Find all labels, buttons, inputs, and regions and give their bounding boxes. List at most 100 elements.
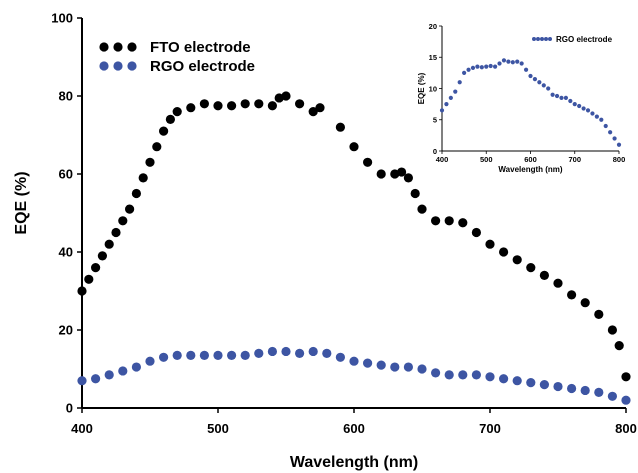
rgo-data-point (471, 370, 481, 380)
rgo-data-point (159, 352, 169, 362)
inset-rgo-data-point (616, 142, 622, 147)
inset-rgo-data-point (475, 64, 480, 69)
main-y-axis-title: EQE (%) (13, 171, 30, 234)
legend-marker (99, 61, 109, 71)
inset-rgo-data-point (572, 102, 577, 107)
rgo-data-point (335, 352, 345, 362)
fto-data-point (186, 103, 196, 113)
fto-data-point (281, 91, 291, 101)
fto-data-point (97, 251, 107, 261)
main-x-tick-label: 700 (479, 421, 501, 436)
inset-rgo-data-point (453, 89, 458, 94)
inset-x-tick-label: 600 (524, 155, 537, 164)
rgo-data-point (512, 376, 522, 386)
main-y-tick-label: 20 (59, 323, 73, 338)
inset-x-axis-title: Wavelength (nm) (498, 165, 562, 174)
fto-data-point (213, 101, 223, 111)
inset-y-tick-label: 20 (429, 22, 437, 31)
inset-rgo-data-point (594, 114, 599, 119)
inset-rgo-data-point (515, 59, 520, 64)
rgo-data-point (607, 391, 618, 401)
fto-data-point (165, 114, 175, 124)
inset-rgo-data-point (554, 93, 560, 99)
rgo-data-point (172, 350, 182, 360)
inset-legend-marker (540, 37, 544, 41)
fto-data-point (567, 290, 577, 300)
inset-rgo-data-point (457, 80, 462, 85)
inset-x-tick-label: 800 (613, 155, 626, 164)
fto-data-point (458, 218, 468, 228)
fto-data-point (138, 173, 148, 183)
fto-data-point (471, 227, 481, 238)
fto-data-point (111, 227, 121, 238)
rgo-data-point (227, 350, 237, 360)
fto-data-point (227, 101, 237, 111)
inset-y-tick-label: 0 (433, 147, 437, 156)
inset-legend-marker (548, 37, 552, 41)
rgo-data-point (539, 380, 550, 390)
rgo-data-point (240, 350, 250, 360)
inset-rgo-data-point (568, 98, 573, 104)
fto-data-point (308, 107, 318, 117)
inset-y-tick-label: 5 (433, 116, 437, 125)
inset-rgo-data-point (523, 67, 529, 72)
inset-rgo-data-point (559, 95, 564, 100)
fto-data-point (145, 157, 155, 167)
fto-data-point (539, 270, 550, 280)
main-x-axis-title: Wavelength (nm) (290, 454, 418, 471)
inset-rgo-data-point (546, 86, 551, 91)
fto-data-point (267, 101, 277, 111)
inset-legend-label: RGO electrode (556, 35, 613, 44)
inset-rgo-data-point (444, 102, 449, 107)
inset-legend-marker (536, 37, 540, 41)
legend-label: FTO electrode (150, 39, 251, 56)
rgo-data-point (553, 381, 563, 392)
inset-rgo-data-point (501, 58, 507, 63)
fto-data-point (403, 173, 413, 183)
rgo-data-point (254, 348, 264, 358)
legend-label: RGO electrode (150, 58, 255, 75)
rgo-data-point (118, 366, 128, 376)
fto-data-point (349, 142, 359, 152)
fto-data-point (152, 142, 162, 152)
rgo-data-point (186, 350, 196, 360)
inset-rgo-data-point (466, 67, 471, 72)
fto-data-point (131, 188, 141, 199)
inset-rgo-data-point (608, 130, 613, 135)
fto-data-point (363, 157, 373, 167)
inset-y-axis-title: EQE (%) (417, 72, 426, 104)
fto-data-point (607, 325, 618, 335)
inset-rgo-data-point (563, 95, 569, 100)
main-x-tick-label: 600 (343, 421, 365, 436)
legend-marker (127, 61, 137, 71)
rgo-data-point (580, 385, 590, 396)
inset-rgo-data-point (581, 106, 586, 111)
fto-data-point (77, 286, 87, 296)
fto-data-point (512, 255, 522, 265)
rgo-data-point (267, 346, 277, 357)
rgo-data-point (390, 362, 400, 372)
rgo-data-point (526, 378, 536, 388)
inset-legend-marker (544, 37, 548, 41)
rgo-data-point (403, 362, 413, 372)
legend-marker (127, 42, 137, 52)
inset-rgo-data-point (462, 70, 467, 75)
fto-data-point (621, 372, 631, 382)
fto-data-point (397, 167, 407, 177)
inset-rgo-data-point (439, 108, 445, 113)
fto-data-point (444, 216, 454, 226)
fto-data-point (315, 103, 325, 113)
fto-data-point (125, 204, 135, 214)
rgo-data-point (567, 383, 577, 394)
main-y-tick-label: 100 (51, 11, 73, 26)
inset-rgo-data-point (528, 73, 533, 79)
inset-rgo-data-point (585, 108, 591, 113)
inset-rgo-data-point (590, 111, 595, 116)
fto-data-point (254, 99, 264, 109)
inset-rgo-data-point (519, 61, 524, 66)
fto-data-point (199, 99, 209, 109)
inset-rgo-data-point (612, 136, 617, 141)
inset-rgo-data-point (448, 95, 453, 100)
rgo-data-point (91, 374, 101, 384)
